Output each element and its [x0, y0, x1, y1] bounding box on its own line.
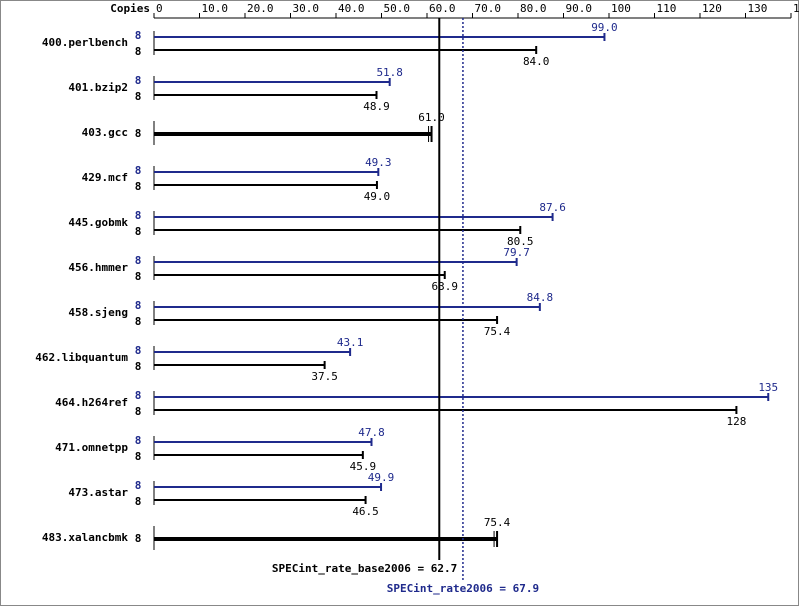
x-tick-label: 20.0 — [247, 2, 274, 15]
value-label: 37.5 — [311, 370, 338, 383]
value-label: 46.5 — [352, 505, 379, 518]
benchmark-label: 464.h264ref — [55, 396, 128, 409]
x-tick-label: 80.0 — [520, 2, 547, 15]
benchmark-label: 429.mcf — [82, 171, 128, 184]
value-label: 61.0 — [418, 111, 445, 124]
value-label: 135 — [758, 381, 778, 394]
x-tick-label: 110 — [657, 2, 677, 15]
value-label: 75.4 — [484, 325, 511, 338]
copies-label: 8 — [135, 127, 142, 140]
copies-label: 8 — [135, 164, 142, 177]
value-label: 84.8 — [527, 291, 554, 304]
value-label: 51.8 — [376, 66, 403, 79]
copies-header: Copies — [110, 2, 150, 15]
value-label: 48.9 — [363, 100, 390, 113]
value-label: 75.4 — [484, 516, 511, 529]
copies-label: 8 — [135, 29, 142, 42]
copies-label: 8 — [135, 254, 142, 267]
x-tick-label: 130 — [748, 2, 768, 15]
value-label: 49.9 — [368, 471, 395, 484]
benchmark-label: 462.libquantum — [35, 351, 128, 364]
reference-label: SPECint_rate2006 = 67.9 — [387, 582, 539, 595]
x-tick-label: 140 — [793, 2, 799, 15]
copies-label: 8 — [135, 225, 142, 238]
value-label: 80.5 — [507, 235, 534, 248]
copies-label: 8 — [135, 315, 142, 328]
x-tick-label: 50.0 — [384, 2, 411, 15]
benchmark-label: 401.bzip2 — [68, 81, 128, 94]
copies-label: 8 — [135, 532, 142, 545]
copies-label: 8 — [135, 360, 142, 373]
value-label: 49.3 — [365, 156, 392, 169]
x-tick-label: 40.0 — [338, 2, 365, 15]
value-label: 45.9 — [350, 460, 377, 473]
copies-label: 8 — [135, 90, 142, 103]
x-tick-label: 60.0 — [429, 2, 456, 15]
value-label: 99.0 — [591, 21, 618, 34]
x-tick-label: 70.0 — [475, 2, 502, 15]
copies-label: 8 — [135, 344, 142, 357]
copies-label: 8 — [135, 209, 142, 222]
x-tick-label: 90.0 — [566, 2, 593, 15]
x-tick-label: 100 — [611, 2, 631, 15]
copies-label: 8 — [135, 270, 142, 283]
benchmark-label: 473.astar — [68, 486, 128, 499]
copies-label: 8 — [135, 495, 142, 508]
x-tick-label: 120 — [702, 2, 722, 15]
copies-label: 8 — [135, 45, 142, 58]
copies-label: 8 — [135, 74, 142, 87]
x-tick-label: 10.0 — [202, 2, 229, 15]
reference-label: SPECint_rate_base2006 = 62.7 — [272, 562, 457, 575]
benchmark-label: 471.omnetpp — [55, 441, 128, 454]
copies-label: 8 — [135, 180, 142, 193]
benchmark-label: 400.perlbench — [42, 36, 128, 49]
value-label: 49.0 — [364, 190, 391, 203]
benchmark-label: 456.hmmer — [68, 261, 128, 274]
value-label: 43.1 — [337, 336, 364, 349]
benchmark-label: 483.xalancbmk — [42, 531, 128, 544]
copies-label: 8 — [135, 389, 142, 402]
value-label: 47.8 — [358, 426, 385, 439]
copies-label: 8 — [135, 479, 142, 492]
copies-label: 8 — [135, 299, 142, 312]
value-label: 63.9 — [431, 280, 458, 293]
benchmark-label: 458.sjeng — [68, 306, 128, 319]
benchmark-label: 445.gobmk — [68, 216, 128, 229]
x-tick-label: 30.0 — [293, 2, 320, 15]
copies-label: 8 — [135, 450, 142, 463]
value-label: 87.6 — [539, 201, 566, 214]
value-label: 84.0 — [523, 55, 550, 68]
value-label: 128 — [726, 415, 746, 428]
x-tick-label: 0 — [156, 2, 163, 15]
benchmark-label: 403.gcc — [82, 126, 128, 139]
copies-label: 8 — [135, 405, 142, 418]
copies-label: 8 — [135, 434, 142, 447]
value-label: 79.7 — [503, 246, 530, 259]
